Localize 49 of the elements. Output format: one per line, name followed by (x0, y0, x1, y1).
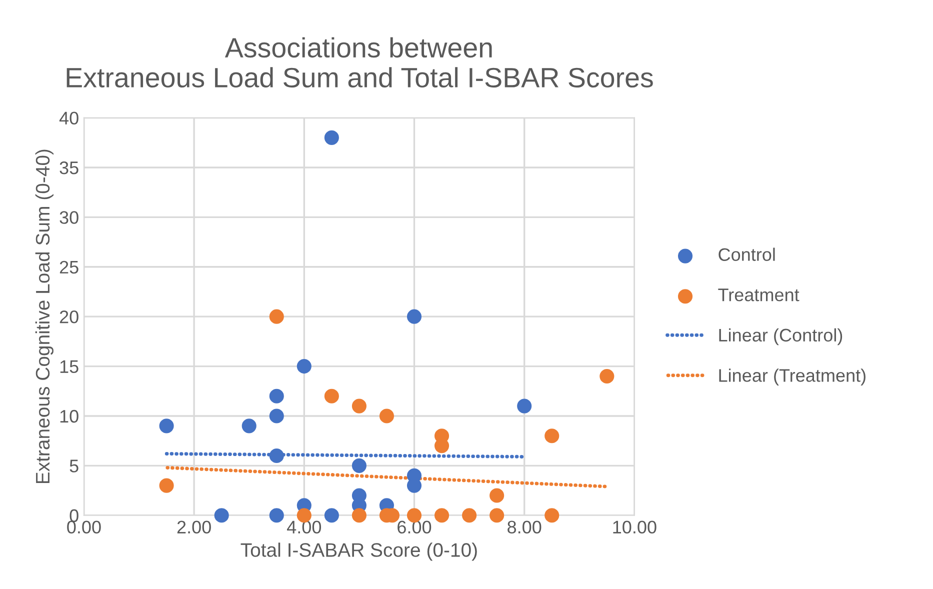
legend-label: Control (718, 248, 775, 261)
y-axis-title: Extraneous Cognitive Load Sum (0-40) (35, 150, 54, 484)
y-tick-label: 5 (70, 460, 78, 472)
point (269, 448, 284, 464)
y-tick-label: 0 (70, 509, 78, 522)
point (406, 309, 422, 324)
legend-label: Linear (Treatment) (719, 368, 866, 386)
x-tick-label: 4.00 (287, 520, 322, 534)
y-tick-label: 25 (60, 260, 78, 274)
point (352, 508, 366, 523)
point (296, 359, 312, 374)
legend-label: Linear (Control) (719, 328, 842, 346)
point (600, 368, 614, 384)
y-tick-label: 10 (60, 410, 78, 423)
x-axis-title: Total I-SABAR Score (0-10) (240, 542, 477, 561)
point (517, 398, 532, 414)
y-tick-label: 15 (60, 360, 78, 374)
y-tick-label: 30 (60, 211, 78, 224)
chart-title: Associations between Extraneous Load Sum and Total I-SBAR Scores (66, 37, 653, 88)
x-tick-label: 6.00 (398, 520, 432, 534)
x-tick-label: 8.00 (508, 520, 542, 534)
point (324, 388, 339, 404)
point (434, 438, 450, 454)
y-tick-label: 20 (60, 310, 78, 324)
point (352, 398, 366, 414)
point (242, 418, 256, 434)
y-tick-label: 40 (59, 112, 78, 125)
point (544, 508, 560, 523)
point (379, 408, 394, 424)
point (269, 309, 284, 324)
point (269, 408, 284, 424)
y-tick-label: 35 (60, 161, 78, 174)
x-tick-label: 2.00 (177, 520, 211, 534)
point (434, 508, 450, 523)
legend-label: Treatment (718, 288, 800, 302)
point (214, 508, 229, 523)
point (324, 508, 339, 523)
point (462, 508, 477, 523)
point (352, 458, 366, 473)
point (490, 488, 504, 503)
point (269, 388, 284, 404)
point (159, 418, 174, 434)
point (544, 428, 560, 444)
point (159, 478, 174, 493)
x-tick-label: 0.00 (67, 520, 101, 534)
point (324, 130, 339, 145)
point (269, 508, 284, 523)
point (490, 508, 504, 523)
x-tick-label: 10.00 (613, 520, 656, 534)
